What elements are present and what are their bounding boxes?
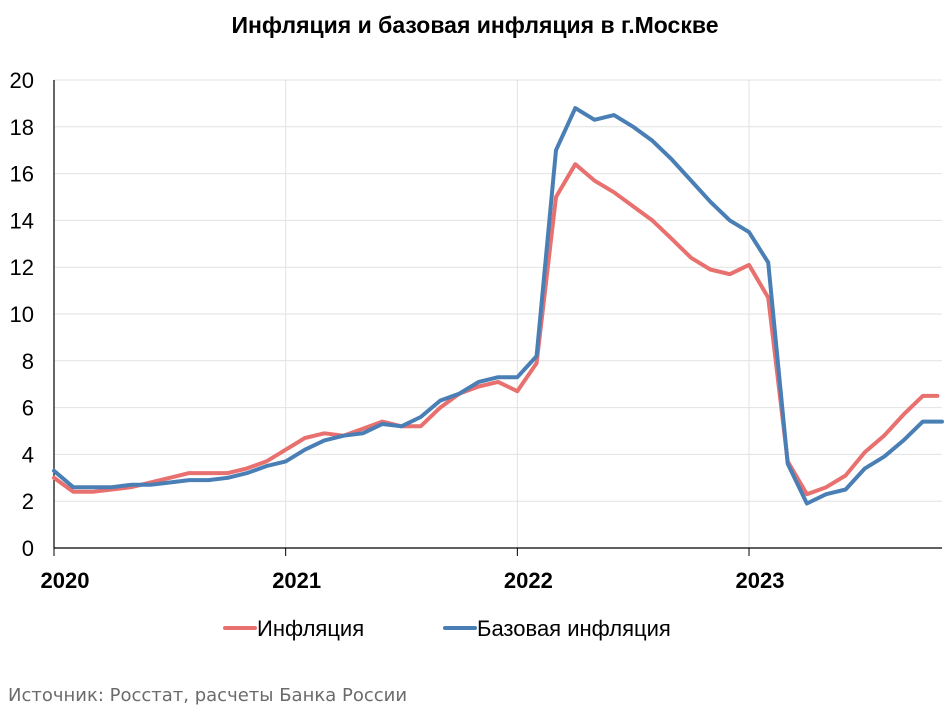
x-tick-label: 2023 bbox=[736, 568, 785, 593]
y-tick-label: 10 bbox=[10, 302, 34, 327]
y-tick-label: 0 bbox=[22, 536, 34, 561]
legend: Инфляция Базовая инфляция bbox=[223, 616, 671, 641]
y-tick-label: 2 bbox=[22, 489, 34, 514]
legend-label: Базовая инфляция bbox=[477, 616, 671, 641]
y-tick-label: 14 bbox=[10, 208, 34, 233]
series-line-core-inflation bbox=[52, 106, 944, 506]
y-tick-label: 16 bbox=[10, 162, 34, 187]
axes bbox=[53, 80, 942, 556]
y-tick-label: 6 bbox=[22, 396, 34, 421]
y-tick-label: 4 bbox=[22, 442, 34, 467]
grid bbox=[54, 79, 942, 548]
y-tick-label: 18 bbox=[10, 115, 34, 140]
y-tick-label: 8 bbox=[22, 349, 34, 374]
series bbox=[52, 106, 944, 506]
x-tick-label: 2020 bbox=[41, 568, 90, 593]
y-tick-label: 20 bbox=[10, 68, 34, 93]
y-tick-label: 12 bbox=[10, 255, 34, 280]
series-line-inflation bbox=[52, 162, 940, 497]
x-tick-label: 2021 bbox=[272, 568, 321, 593]
legend-label: Инфляция bbox=[257, 616, 364, 641]
chart-title: Инфляция и базовая инфляция в г.Москве bbox=[231, 12, 719, 38]
source-note: Источник: Росстат, расчеты Банка России bbox=[8, 685, 408, 706]
x-tick-label: 2022 bbox=[504, 568, 553, 593]
